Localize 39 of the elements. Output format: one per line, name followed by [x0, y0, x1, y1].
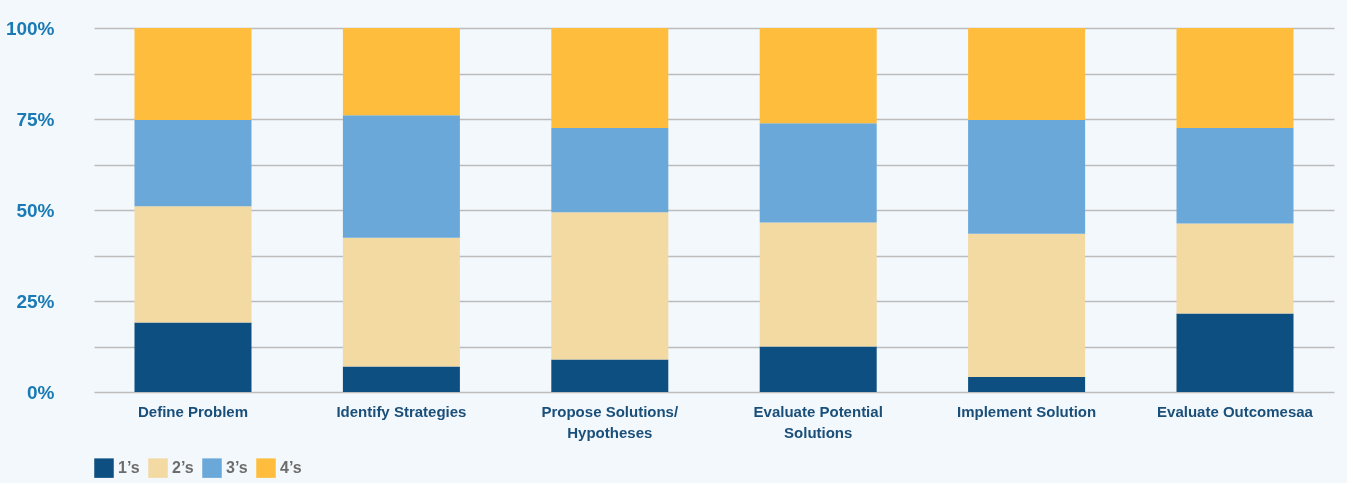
bar: [968, 377, 1086, 392]
y-tick-label: 100%: [5, 17, 55, 39]
bar: [342, 28, 460, 116]
bar: [968, 233, 1086, 378]
bar: [759, 28, 877, 124]
bar: [1176, 313, 1294, 392]
bar: [551, 212, 669, 360]
x-tick-label: Propose Solutions/ Hypotheses: [541, 402, 679, 441]
bar: [551, 128, 669, 213]
bar: [134, 120, 252, 207]
bar: [134, 28, 252, 121]
bar: [1176, 223, 1294, 314]
y-tick-label: 50%: [16, 199, 55, 221]
x-tick-label: Evaluate Potential Solutions: [753, 402, 883, 441]
bar: [1176, 28, 1294, 129]
bar: [342, 115, 460, 238]
bar: [968, 120, 1086, 234]
bar: [342, 366, 460, 392]
legend-label: 3’s: [226, 459, 248, 477]
bar: [968, 28, 1086, 121]
bar: [759, 222, 877, 347]
legend-label: 1’s: [118, 459, 140, 477]
bar: [551, 359, 669, 392]
y-tick-label: 75%: [16, 108, 55, 130]
bar: [134, 322, 252, 392]
x-tick-label: Identify Strategies: [336, 402, 467, 420]
bar: [1176, 128, 1294, 224]
legend-label: 4’s: [280, 459, 302, 477]
bar: [342, 237, 460, 367]
legend-label: 2’s: [172, 459, 194, 477]
x-tick-label: Define Problem: [137, 402, 249, 420]
x-tick-label: Implement Solution: [957, 402, 1097, 420]
bar: [759, 123, 877, 223]
x-tick-label: Evaluate Outcomesaa: [1157, 402, 1314, 420]
bar: [759, 346, 877, 392]
y-tick-label: 25%: [16, 290, 55, 312]
bar: [134, 206, 252, 323]
bar: [551, 28, 669, 129]
y-tick-label: 0%: [27, 381, 55, 403]
